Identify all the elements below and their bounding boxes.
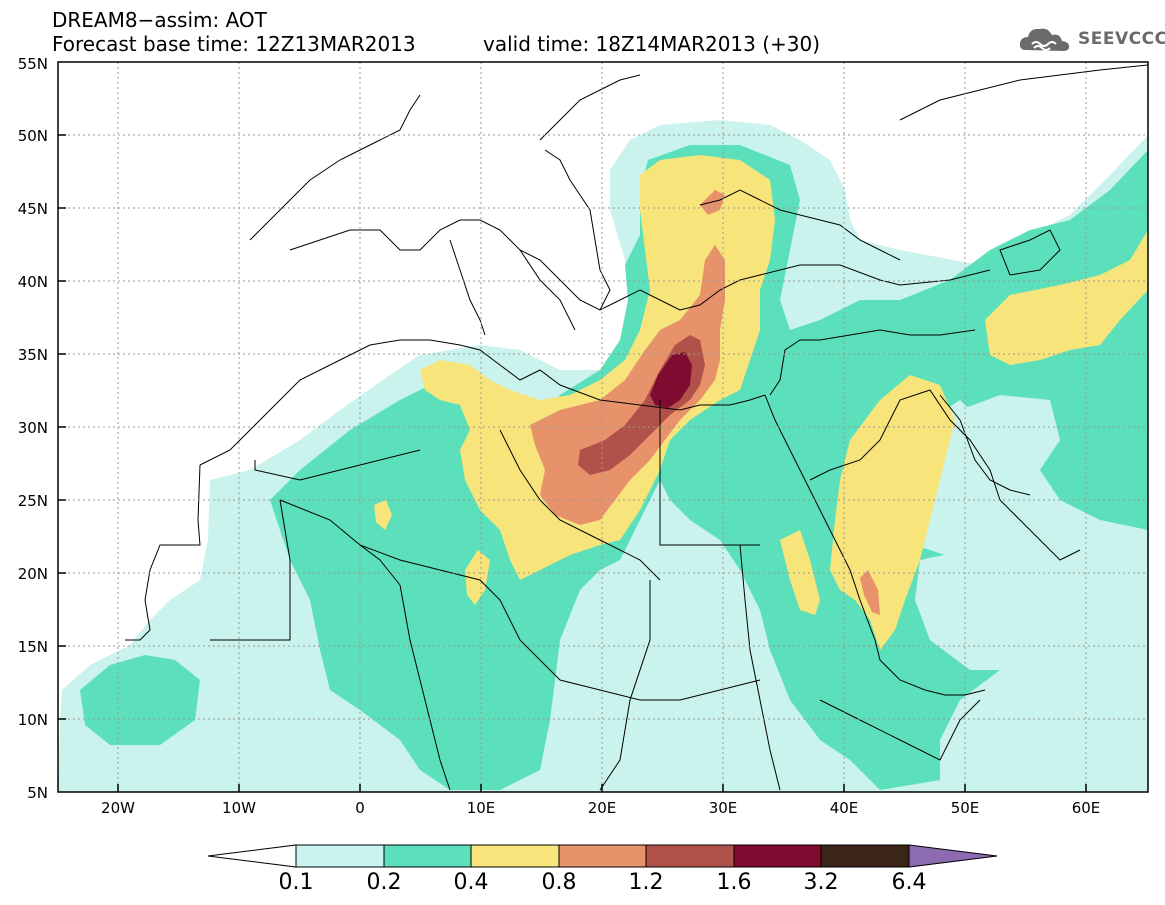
lat-label-5n: 5N xyxy=(27,784,48,802)
lat-label-40n: 40N xyxy=(17,273,48,291)
lat-label-10n: 10N xyxy=(17,711,48,729)
axis-ticks xyxy=(58,134,1087,792)
grid xyxy=(58,62,1148,792)
aot-0.4-region xyxy=(420,155,775,580)
lat-label-50n: 50N xyxy=(17,127,48,145)
forecast-base-time: Forecast base time: 12Z13MAR2013 xyxy=(52,32,416,56)
lon-label-10e: 10E xyxy=(466,799,496,817)
cloud-icon xyxy=(1019,28,1070,51)
colorbar-over xyxy=(908,844,998,868)
aot-1.6-region xyxy=(650,352,692,408)
aot-0.4-region xyxy=(985,230,1148,365)
lat-label-45n: 45N xyxy=(17,200,48,218)
aot-contours xyxy=(58,64,1148,792)
aot-0.8-region xyxy=(700,190,725,215)
colorbar xyxy=(207,844,998,868)
colorbar-label-0.2: 0.2 xyxy=(366,870,402,895)
logo-text: SEEVCCC xyxy=(1078,29,1165,49)
lon-label-20w: 20W xyxy=(101,799,135,817)
colorbar-segment-3 xyxy=(470,844,560,868)
colorbar-segment-1 xyxy=(295,844,385,868)
valid-time: valid time: 18Z14MAR2013 (+30) xyxy=(483,32,821,56)
aot-0.2-region xyxy=(80,655,200,745)
colorbar-label-3.2: 3.2 xyxy=(803,870,839,895)
colorbar-segment-6 xyxy=(733,844,822,868)
lat-label-35n: 35N xyxy=(17,346,48,364)
lat-label-15n: 15N xyxy=(17,638,48,656)
seevccc-logo: SEEVCCC xyxy=(1018,24,1165,54)
colorbar-segment-5 xyxy=(645,844,735,868)
map-title: DREAM8−assim: AOT xyxy=(52,8,267,32)
aot-0.4-region xyxy=(374,500,392,530)
lat-label-30n: 30N xyxy=(17,419,48,437)
aot-0.4-region xyxy=(465,550,490,605)
lat-label-20n: 20N xyxy=(17,565,48,583)
lat-label-25n: 25N xyxy=(17,492,48,510)
lon-label-60e: 60E xyxy=(1071,799,1101,817)
aot-0.1-hole xyxy=(600,575,710,670)
colorbar-label-0.1: 0.1 xyxy=(278,870,314,895)
colorbar-segment-7 xyxy=(820,844,910,868)
aot-0.1-hole xyxy=(915,545,1080,670)
lon-label-0: 0 xyxy=(355,799,365,817)
aot-0.1-hole xyxy=(960,395,1060,470)
colorbar-under xyxy=(207,844,297,868)
lon-label-10w: 10W xyxy=(222,799,256,817)
colorbar-label-6.4: 6.4 xyxy=(891,870,927,895)
lon-label-30e: 30E xyxy=(708,799,738,817)
aot-0.8-region xyxy=(860,570,880,615)
lon-label-20e: 20E xyxy=(587,799,617,817)
lon-label-40e: 40E xyxy=(829,799,859,817)
coastlines xyxy=(125,64,1148,791)
colorbar-segment-4 xyxy=(558,844,647,868)
lat-label-55n: 55N xyxy=(17,55,48,73)
colorbar-segment-2 xyxy=(383,844,472,868)
colorbar-label-1.2: 1.2 xyxy=(628,870,664,895)
lon-label-50e: 50E xyxy=(950,799,980,817)
aot-0.8-region xyxy=(530,245,725,525)
colorbar-label-1.6: 1.6 xyxy=(716,870,752,895)
colorbar-label-0.4: 0.4 xyxy=(453,870,489,895)
colorbar-label-0.8: 0.8 xyxy=(541,870,577,895)
